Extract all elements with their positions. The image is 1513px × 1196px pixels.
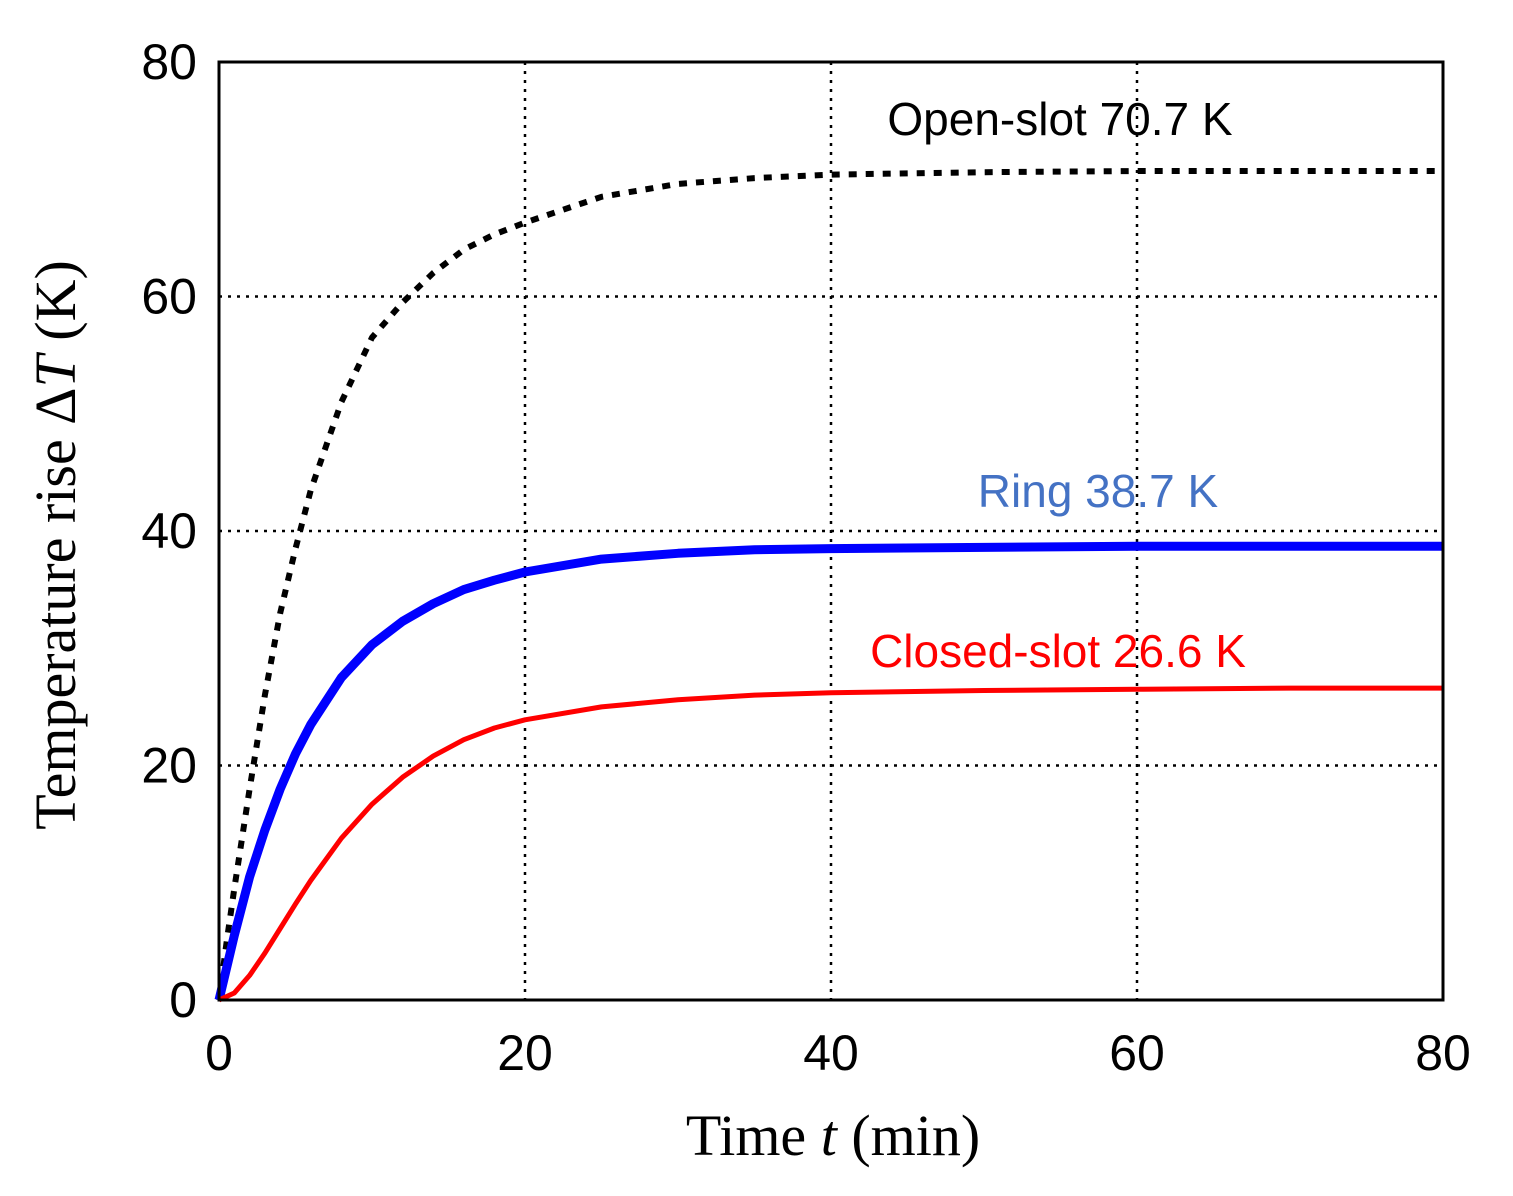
x-axis-title-variable: t (821, 1103, 839, 1168)
closed-slot-label: Closed-slot 26.6 K (870, 625, 1246, 677)
x-tick-label: 0 (205, 1025, 233, 1081)
x-tick-label: 80 (1415, 1025, 1471, 1081)
series-line-ring (214, 541, 1443, 1002)
plot-frame (217, 60, 1445, 1002)
y-axis-title-unit: (K) (23, 260, 88, 355)
x-tick-label: 40 (803, 1025, 859, 1081)
y-axis-title-variable: T (23, 352, 88, 388)
open-slot-label: Open-slot 70.7 K (887, 93, 1233, 145)
series-line-closed (217, 685, 1443, 1003)
series-line-open (216, 168, 1443, 1001)
grid-lines (219, 62, 1443, 1000)
y-tick-label: 60 (141, 269, 197, 325)
y-tick-labels: 0 20 40 60 80 (141, 34, 197, 1028)
ring-label: Ring 38.7 K (978, 465, 1219, 517)
y-tick-label: 20 (141, 738, 197, 794)
series-lines (214, 168, 1443, 1003)
y-axis-title-prefix: Temperature rise Δ (23, 388, 88, 830)
x-tick-labels: 0 20 40 60 80 (205, 1025, 1471, 1081)
x-axis-title-unit: (min) (837, 1103, 980, 1168)
y-tick-label: 80 (141, 34, 197, 90)
x-tick-label: 60 (1109, 1025, 1165, 1081)
y-tick-label: 40 (141, 503, 197, 559)
x-tick-label: 20 (497, 1025, 553, 1081)
x-axis-title: Time t (min) (686, 1103, 980, 1168)
x-axis-title-prefix: Time (686, 1103, 821, 1168)
y-axis-title: Temperature rise ΔT (K) (23, 260, 88, 830)
y-tick-label: 0 (169, 972, 197, 1028)
